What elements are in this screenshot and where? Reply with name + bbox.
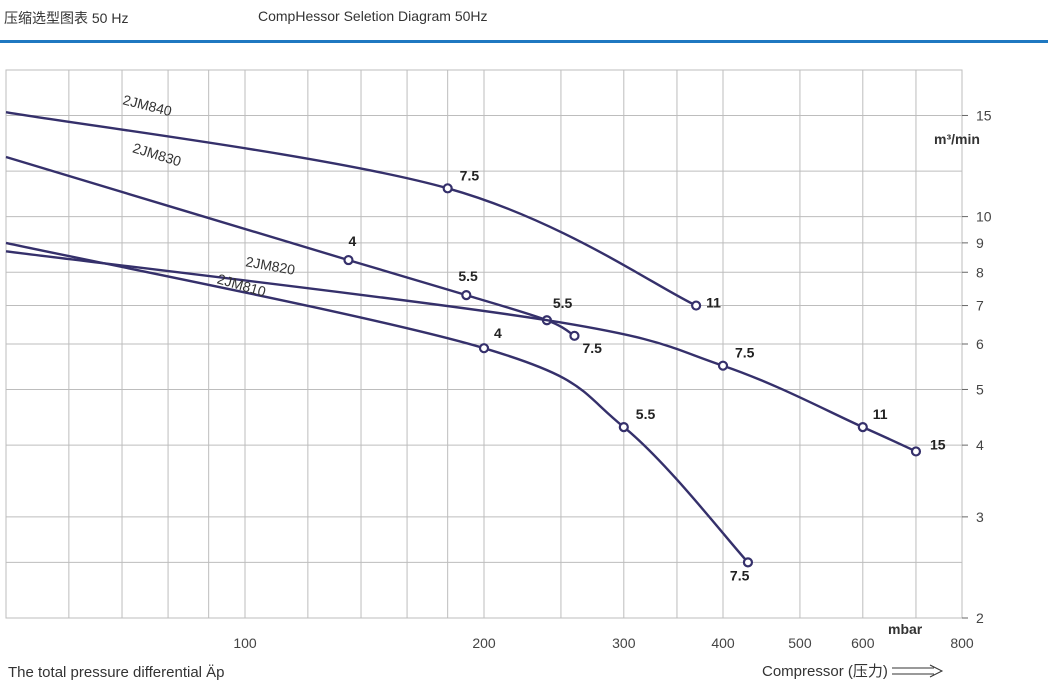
y-axis-unit: m³/min: [934, 131, 980, 147]
data-point-2jm830: [343, 254, 354, 266]
x-tick-label: 500: [788, 635, 812, 651]
data-label-2jm820: 11: [873, 406, 888, 422]
series-line-2jm810: [5, 241, 749, 564]
series-name-2jm810: 2JM810: [215, 271, 267, 300]
x-axis-label-secondary: Compressor (压力): [762, 660, 944, 681]
data-label-2jm830: 4: [348, 233, 356, 249]
y-tick-label: 8: [976, 264, 984, 280]
right-arrow-icon: [892, 664, 944, 678]
x-tick-label: 800: [950, 635, 974, 651]
data-label-2jm810: 5.5: [636, 406, 656, 422]
y-axis-ticks: 2 3 4 5 6 7 8 9 10 15: [962, 107, 992, 626]
data-point-2jm820: [857, 421, 868, 433]
compressor-label: Compressor (压力): [762, 663, 888, 680]
data-label-2jm810: 7.5: [730, 567, 750, 583]
data-point-2jm810: [478, 343, 490, 354]
data-label-2jm810: 4: [494, 325, 502, 341]
header-divider: [0, 40, 1048, 43]
y-tick-label: 15: [976, 107, 992, 123]
series-line-2jm830: [5, 155, 576, 337]
data-point-2jm820: [717, 360, 729, 371]
data-label-2jm840: 11: [706, 295, 721, 311]
data-point-2jm830: [569, 330, 580, 341]
data-label-2jm830: 5.5: [458, 268, 478, 284]
data-point-2jm840: [442, 183, 453, 194]
x-axis-ticks: 100 200 300 400 500 600 800: [233, 635, 974, 651]
x-axis-label: The total pressure differential Äp: [8, 664, 225, 681]
data-point-2jm810: [618, 421, 629, 433]
y-tick-label: 3: [976, 509, 984, 525]
data-point-2jm840: [691, 300, 702, 311]
x-tick-label: 200: [472, 635, 496, 651]
x-tick-label: 400: [711, 635, 735, 651]
data-label-2jm820: 7.5: [735, 345, 755, 361]
y-tick-label: 9: [976, 235, 984, 251]
y-tick-label: 6: [976, 336, 984, 352]
grid: [6, 70, 962, 618]
y-tick-label: 7: [976, 298, 984, 314]
x-axis-unit: mbar: [888, 621, 923, 637]
series-line-2jm840: [5, 111, 697, 307]
data-label-2jm820: 15: [930, 436, 946, 452]
series-name-2jm820: 2JM820: [244, 253, 296, 277]
data-point-2jm810: [742, 557, 754, 568]
series-name-2jm830: 2JM830: [131, 140, 184, 170]
data-point-2jm830: [461, 289, 472, 301]
y-tick-label: 2: [976, 610, 984, 626]
chart-title-english: CompHessor Seletion Diagram 50Hz: [258, 8, 488, 24]
x-tick-label: 300: [612, 635, 636, 651]
x-tick-label: 600: [851, 635, 875, 651]
data-label-2jm840: 7.5: [460, 167, 480, 183]
data-label-2jm830: 5.5: [553, 295, 573, 311]
y-tick-label: 5: [976, 381, 984, 397]
chart-title-chinese: 压缩选型图表 50 Hz: [4, 10, 129, 26]
y-tick-label: 10: [976, 209, 992, 225]
data-label-2jm830: 7.5: [582, 340, 602, 356]
data-point-2jm820: [910, 446, 922, 457]
series-group: 7.5112JM84045.55.57.52JM8307.511152JM820…: [5, 92, 946, 583]
y-tick-label: 4: [976, 437, 984, 453]
x-tick-label: 100: [233, 635, 257, 651]
